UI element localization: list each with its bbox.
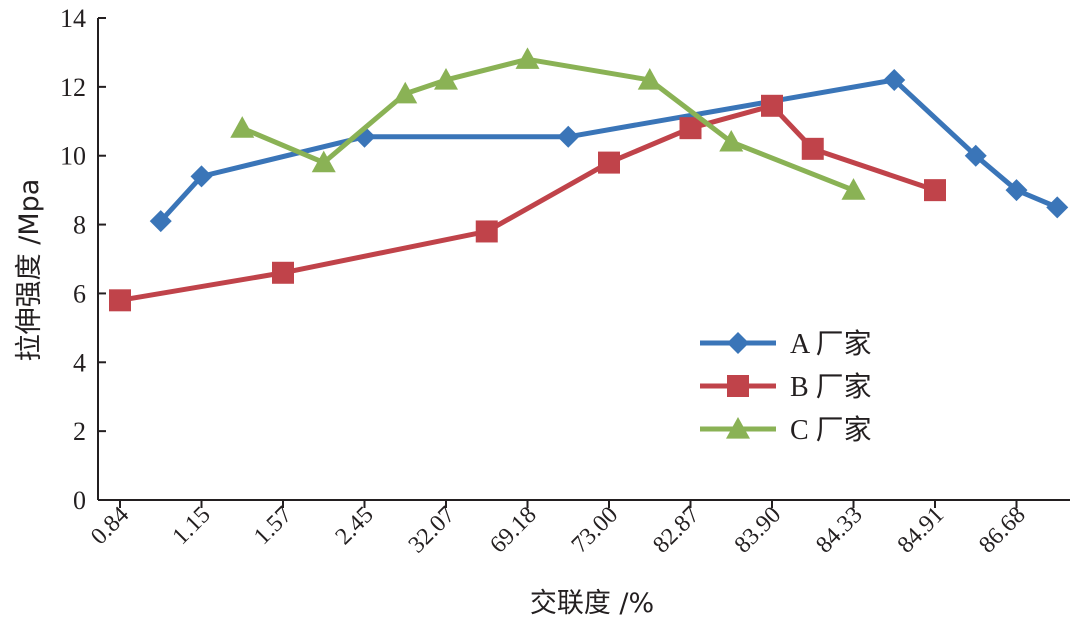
data-point bbox=[964, 144, 987, 167]
data-point bbox=[841, 178, 866, 200]
legend-item: C 厂家 bbox=[700, 414, 872, 446]
x-tick-label: 84.91 bbox=[893, 502, 950, 559]
series-2 bbox=[230, 47, 866, 200]
data-point bbox=[883, 68, 906, 91]
y-tick-label: 4 bbox=[73, 348, 86, 377]
data-point bbox=[598, 151, 620, 174]
data-point bbox=[801, 137, 824, 160]
x-tick-label: 1.57 bbox=[249, 502, 297, 550]
legend-item: A 厂家 bbox=[700, 328, 872, 360]
x-tick-label: 82.87 bbox=[648, 502, 705, 559]
legend-swatch-marker bbox=[726, 417, 750, 439]
y-tick-label: 12 bbox=[60, 73, 86, 102]
series-line bbox=[239, 56, 856, 193]
data-point bbox=[272, 261, 294, 284]
legend-label: B 厂家 bbox=[790, 371, 872, 403]
data-point bbox=[1005, 179, 1028, 202]
data-point bbox=[719, 129, 744, 152]
data-point bbox=[109, 289, 131, 312]
series-layer bbox=[109, 47, 1069, 312]
legend-label: C 厂家 bbox=[790, 414, 872, 446]
x-tick-label: 73.00 bbox=[567, 502, 624, 559]
legend-label: A 厂家 bbox=[790, 328, 872, 360]
data-point bbox=[557, 125, 580, 148]
data-point bbox=[149, 210, 172, 233]
legend: A 厂家 B 厂家 C 厂家 bbox=[700, 328, 872, 446]
x-tick-label: 83.90 bbox=[730, 502, 787, 559]
data-point bbox=[679, 117, 702, 140]
x-axis-title: 交联度 /% bbox=[530, 588, 654, 619]
x-tick-label: 2.45 bbox=[331, 502, 379, 550]
y-axis-title: 拉伸强度 /Mpa bbox=[14, 179, 45, 362]
x-tick-label: 69.18 bbox=[485, 502, 542, 559]
data-point bbox=[1046, 196, 1069, 219]
data-point bbox=[353, 125, 376, 148]
data-point bbox=[515, 47, 540, 69]
data-point bbox=[924, 179, 946, 202]
y-tick-label: 10 bbox=[60, 142, 86, 171]
y-tick-label: 14 bbox=[60, 4, 86, 33]
legend-item: B 厂家 bbox=[700, 371, 872, 403]
x-tick-label: 84.33 bbox=[811, 502, 868, 559]
data-point bbox=[434, 67, 458, 90]
x-tick-label: 86.68 bbox=[974, 502, 1031, 559]
tick-labels: 0 2 4 6 8 10 12 14 0.84 1.15 1.57 2.45 32.07 69.18 73.… bbox=[60, 4, 1031, 558]
y-tick-label: 0 bbox=[73, 486, 86, 515]
x-tick-label: 1.15 bbox=[168, 502, 216, 550]
x-tick-label: 0.84 bbox=[86, 502, 134, 550]
data-point bbox=[761, 94, 783, 117]
axes bbox=[97, 17, 1070, 508]
series-0 bbox=[149, 68, 1069, 233]
legend-swatch-marker bbox=[727, 332, 749, 354]
data-point bbox=[230, 116, 255, 138]
series-1 bbox=[109, 94, 946, 312]
y-tick-label: 6 bbox=[73, 279, 86, 308]
x-tick-label: 32.07 bbox=[404, 502, 461, 559]
data-point bbox=[393, 81, 418, 104]
data-point bbox=[190, 165, 213, 188]
legend-swatch-marker bbox=[727, 375, 749, 397]
series-line bbox=[158, 77, 1060, 224]
y-tick-label: 8 bbox=[73, 211, 86, 240]
data-point bbox=[475, 220, 498, 243]
data-point bbox=[311, 150, 336, 173]
data-point bbox=[637, 67, 662, 90]
y-tick-label: 2 bbox=[73, 417, 86, 446]
